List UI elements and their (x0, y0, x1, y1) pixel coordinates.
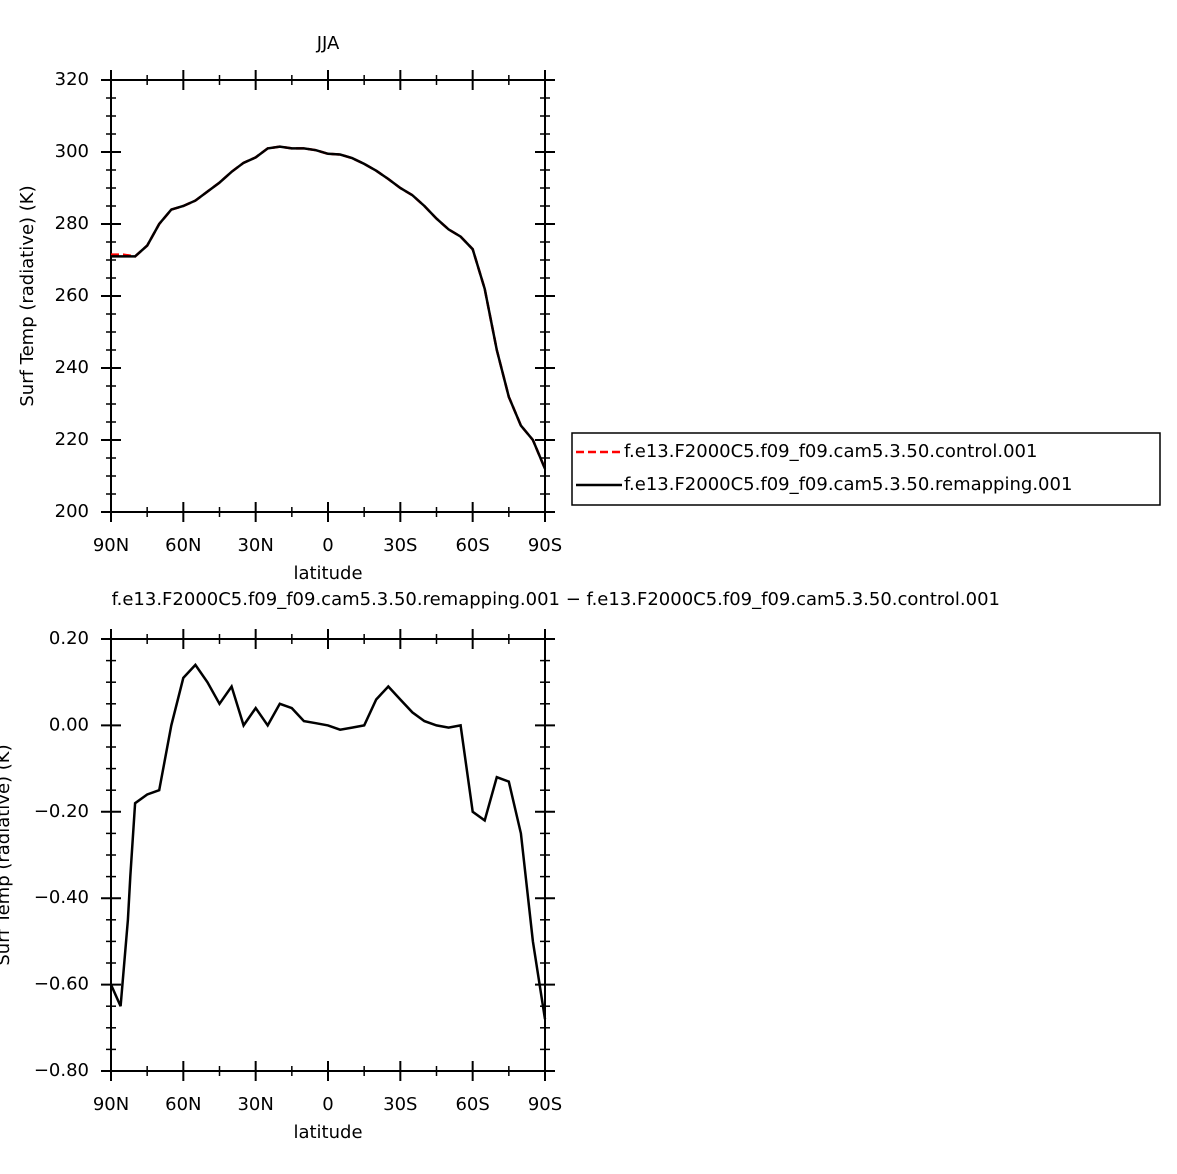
legend-box (571, 432, 1161, 506)
x-tick-label: 0 (322, 535, 333, 556)
x-axis-label: latitude (293, 563, 362, 584)
x-tick-label: 0 (322, 1094, 333, 1115)
x-tick-label: 30S (383, 1094, 417, 1115)
y-tick-label: 220 (55, 429, 89, 450)
legend-label: f.e13.F2000C5.f09_f09.cam5.3.50.control.… (624, 441, 1037, 462)
y-tick-label: 0.00 (49, 714, 89, 735)
x-tick-label: 30S (383, 535, 417, 556)
legend-label: f.e13.F2000C5.f09_f09.cam5.3.50.remappin… (624, 474, 1072, 495)
y-tick-label: −0.60 (34, 974, 89, 995)
x-tick-label: 90S (528, 1094, 562, 1115)
y-tick-label: 200 (55, 501, 89, 522)
plot-frame (110, 638, 546, 1072)
y-tick-label: 280 (55, 213, 89, 234)
y-axis-label: Surf Temp (radiative) (K) (17, 185, 38, 406)
x-tick-label: 90N (93, 535, 129, 556)
x-tick-label: 60N (165, 535, 201, 556)
y-tick-label: 300 (55, 141, 89, 162)
y-tick-label: −0.20 (34, 801, 89, 822)
series-line (111, 145, 547, 470)
x-axis-label: latitude (293, 1122, 362, 1143)
x-tick-label: 60N (165, 1094, 201, 1115)
x-tick-label: 90S (528, 535, 562, 556)
y-tick-label: 320 (55, 69, 89, 90)
series-line (109, 662, 547, 1020)
x-tick-label: 60S (455, 535, 489, 556)
chart-title: f.e13.F2000C5.f09_f09.cam5.3.50.remappin… (112, 589, 1000, 610)
x-tick-label: 60S (455, 1094, 489, 1115)
y-tick-label: −0.80 (34, 1060, 89, 1081)
y-tick-label: 240 (55, 357, 89, 378)
chart-title: JJA (316, 33, 340, 54)
x-tick-label: 30N (237, 1094, 273, 1115)
y-tick-label: −0.40 (34, 887, 89, 908)
plot-frame (110, 79, 546, 513)
x-tick-label: 90N (93, 1094, 129, 1115)
x-tick-label: 30N (237, 535, 273, 556)
series-line (111, 145, 547, 470)
y-axis-label: Surf Temp (radiative) (K) (0, 744, 14, 965)
y-tick-label: 260 (55, 285, 89, 306)
y-tick-label: 0.20 (49, 628, 89, 649)
